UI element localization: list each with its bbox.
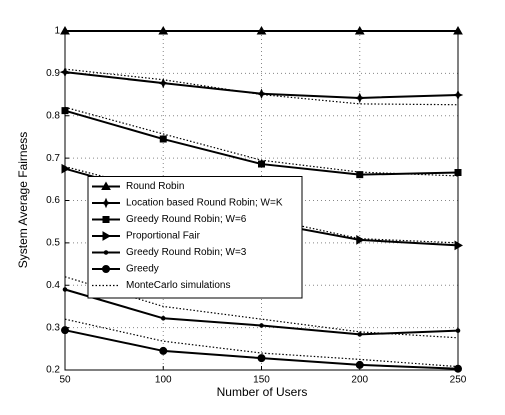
y-tick-label: 0.3 — [46, 322, 60, 333]
legend-label: Location based Round Robin; W=K — [126, 198, 283, 209]
legend-label: Greedy — [126, 264, 159, 275]
y-tick-label: 0.5 — [46, 238, 60, 249]
y-tick-label: 0.8 — [46, 110, 60, 121]
y-tick-label: 0.6 — [46, 195, 60, 206]
marker — [61, 326, 69, 335]
y-tick-label: 0.4 — [46, 280, 60, 291]
legend-label: Greedy Round Robin; W=6 — [126, 214, 247, 225]
marker — [60, 25, 70, 35]
marker — [256, 25, 267, 35]
marker — [101, 181, 111, 190]
marker — [160, 316, 166, 321]
simulation-line — [64, 318, 459, 368]
y-tick-label: 1 — [54, 26, 60, 37]
marker — [102, 216, 110, 223]
marker — [61, 107, 69, 115]
marker — [61, 163, 71, 174]
marker — [103, 250, 109, 255]
marker — [454, 169, 462, 177]
y-tick-label: 0.2 — [46, 365, 60, 376]
legend-label: Round Robin — [126, 181, 184, 192]
marker — [455, 328, 461, 333]
marker — [256, 88, 267, 99]
simulation-line — [64, 106, 459, 177]
legend-box — [87, 176, 303, 299]
marker — [59, 66, 71, 78]
marker — [159, 346, 168, 355]
marker — [354, 25, 365, 35]
x-axis-label: Number of Users — [217, 385, 308, 399]
marker — [159, 135, 167, 143]
marker — [259, 323, 264, 328]
marker — [355, 360, 364, 369]
marker — [158, 25, 169, 35]
y-tick-label: 0.7 — [46, 153, 60, 164]
marker — [453, 25, 463, 35]
marker — [354, 92, 366, 104]
marker — [454, 240, 464, 251]
marker — [258, 160, 265, 168]
x-tick-label: 250 — [450, 375, 467, 386]
y-tick-label: 0.9 — [46, 68, 60, 79]
marker — [356, 171, 364, 179]
legend-label: MonteCarlo simulations — [126, 280, 231, 291]
y-axis-label: System Average Fairness — [16, 132, 30, 269]
marker — [102, 265, 110, 273]
legend-label: Greedy Round Robin; W=3 — [126, 247, 247, 258]
marker — [356, 235, 365, 245]
marker — [100, 197, 112, 209]
marker — [157, 77, 169, 89]
marker — [257, 354, 266, 363]
marker — [454, 364, 462, 373]
x-tick-label: 100 — [155, 375, 172, 386]
marker — [357, 332, 363, 337]
marker — [62, 287, 68, 292]
marker — [452, 89, 464, 101]
legend-label: Proportional Fair — [126, 231, 201, 242]
simulation-line — [64, 68, 459, 106]
x-tick-label: 150 — [253, 375, 270, 386]
x-tick-label: 200 — [351, 375, 368, 386]
x-tick-label: 50 — [59, 375, 71, 386]
marker — [102, 231, 112, 241]
